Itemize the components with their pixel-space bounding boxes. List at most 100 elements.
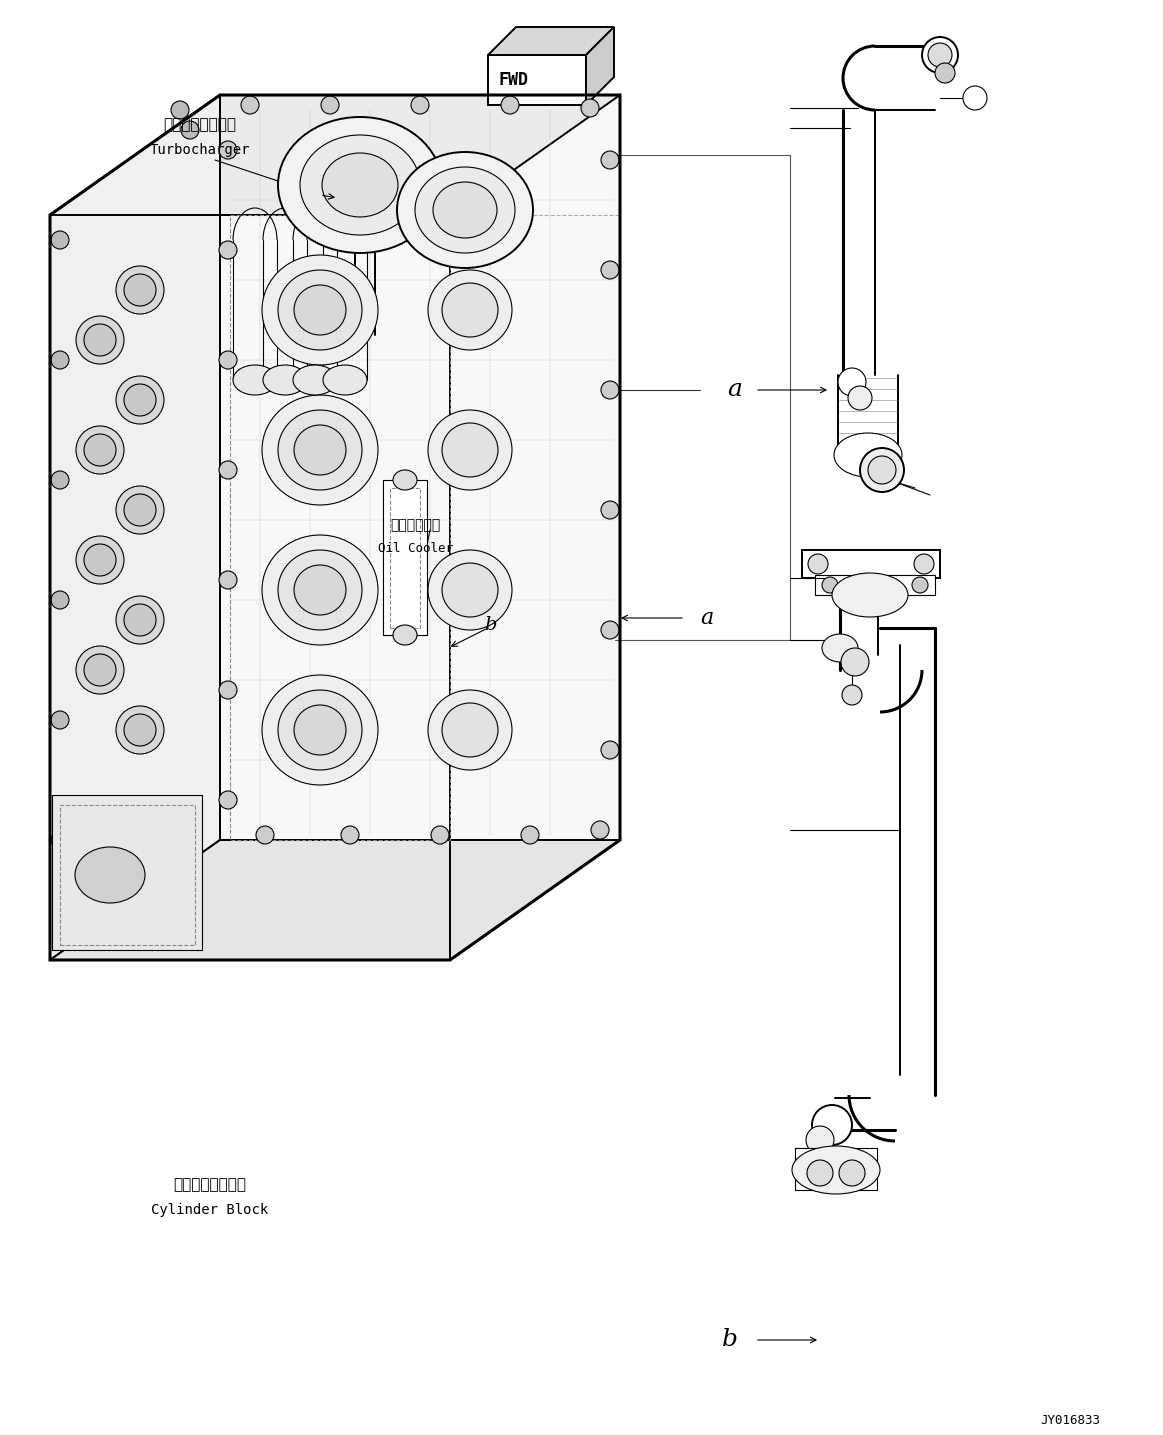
Ellipse shape [84, 544, 116, 575]
Polygon shape [802, 550, 940, 578]
Ellipse shape [442, 423, 498, 476]
Ellipse shape [501, 96, 519, 113]
Text: シリンダブロック: シリンダブロック [173, 1178, 247, 1192]
Ellipse shape [442, 563, 498, 617]
Ellipse shape [428, 410, 512, 489]
Ellipse shape [171, 100, 190, 119]
Polygon shape [50, 95, 620, 215]
Ellipse shape [51, 591, 69, 608]
Ellipse shape [411, 96, 429, 113]
Ellipse shape [219, 241, 237, 258]
Ellipse shape [294, 286, 347, 334]
Ellipse shape [84, 654, 116, 686]
Ellipse shape [807, 1159, 833, 1185]
Ellipse shape [124, 385, 156, 416]
Ellipse shape [442, 283, 498, 337]
Ellipse shape [124, 494, 156, 527]
Ellipse shape [51, 831, 69, 850]
Ellipse shape [433, 182, 497, 238]
Ellipse shape [428, 270, 512, 350]
Ellipse shape [601, 740, 619, 759]
Ellipse shape [582, 99, 599, 118]
Ellipse shape [219, 352, 237, 369]
Text: b: b [722, 1329, 739, 1352]
Ellipse shape [181, 121, 199, 139]
Ellipse shape [219, 791, 237, 809]
Ellipse shape [601, 621, 619, 639]
Ellipse shape [76, 537, 124, 584]
Ellipse shape [262, 395, 378, 505]
Ellipse shape [278, 270, 362, 350]
Ellipse shape [397, 152, 533, 268]
Ellipse shape [263, 364, 307, 395]
Ellipse shape [124, 274, 156, 306]
Ellipse shape [294, 425, 347, 475]
Ellipse shape [812, 1105, 852, 1145]
Ellipse shape [601, 501, 619, 519]
Bar [52, 795, 202, 950]
Ellipse shape [219, 571, 237, 588]
Ellipse shape [116, 706, 164, 753]
Ellipse shape [601, 151, 619, 169]
Ellipse shape [76, 426, 124, 474]
Ellipse shape [415, 166, 515, 253]
Ellipse shape [76, 646, 124, 695]
Ellipse shape [428, 550, 512, 630]
Ellipse shape [839, 367, 866, 396]
Ellipse shape [278, 410, 362, 489]
Ellipse shape [124, 604, 156, 636]
Ellipse shape [76, 316, 124, 364]
Ellipse shape [822, 577, 839, 593]
Text: Cylinder Block: Cylinder Block [151, 1203, 269, 1217]
Ellipse shape [834, 433, 902, 476]
Polygon shape [50, 95, 220, 960]
Ellipse shape [868, 456, 896, 484]
Ellipse shape [601, 382, 619, 399]
Polygon shape [488, 55, 586, 105]
Ellipse shape [792, 1147, 880, 1194]
Ellipse shape [116, 486, 164, 534]
Text: ターボチャージャ: ターボチャージャ [164, 118, 236, 132]
Ellipse shape [300, 135, 420, 235]
Ellipse shape [256, 827, 274, 844]
Ellipse shape [262, 535, 378, 644]
Ellipse shape [294, 565, 347, 616]
Ellipse shape [219, 682, 237, 699]
Text: オイルクーラ: オイルクーラ [390, 518, 440, 532]
Bar [390, 488, 420, 629]
Bar [795, 1148, 877, 1190]
Ellipse shape [51, 231, 69, 250]
Ellipse shape [591, 821, 609, 839]
Polygon shape [50, 839, 620, 960]
Ellipse shape [928, 43, 952, 67]
Ellipse shape [841, 649, 869, 676]
Ellipse shape [51, 710, 69, 729]
Ellipse shape [321, 96, 338, 113]
Ellipse shape [278, 550, 362, 630]
Ellipse shape [294, 705, 347, 755]
Ellipse shape [428, 690, 512, 771]
Ellipse shape [262, 255, 378, 364]
Ellipse shape [848, 386, 872, 410]
Polygon shape [488, 27, 614, 55]
Ellipse shape [124, 715, 156, 746]
Ellipse shape [219, 141, 237, 159]
Ellipse shape [808, 554, 828, 574]
Ellipse shape [393, 626, 418, 644]
Text: FWD: FWD [498, 70, 528, 89]
Ellipse shape [51, 352, 69, 369]
Ellipse shape [832, 573, 908, 617]
Ellipse shape [859, 448, 904, 492]
Ellipse shape [116, 596, 164, 644]
Ellipse shape [935, 63, 955, 83]
Ellipse shape [842, 684, 862, 705]
Text: a: a [728, 379, 742, 402]
Ellipse shape [806, 1126, 834, 1154]
Ellipse shape [912, 577, 928, 593]
Ellipse shape [822, 634, 858, 662]
Ellipse shape [116, 376, 164, 423]
Ellipse shape [131, 861, 149, 880]
Ellipse shape [219, 461, 237, 479]
Ellipse shape [278, 690, 362, 771]
Text: b: b [484, 616, 497, 634]
